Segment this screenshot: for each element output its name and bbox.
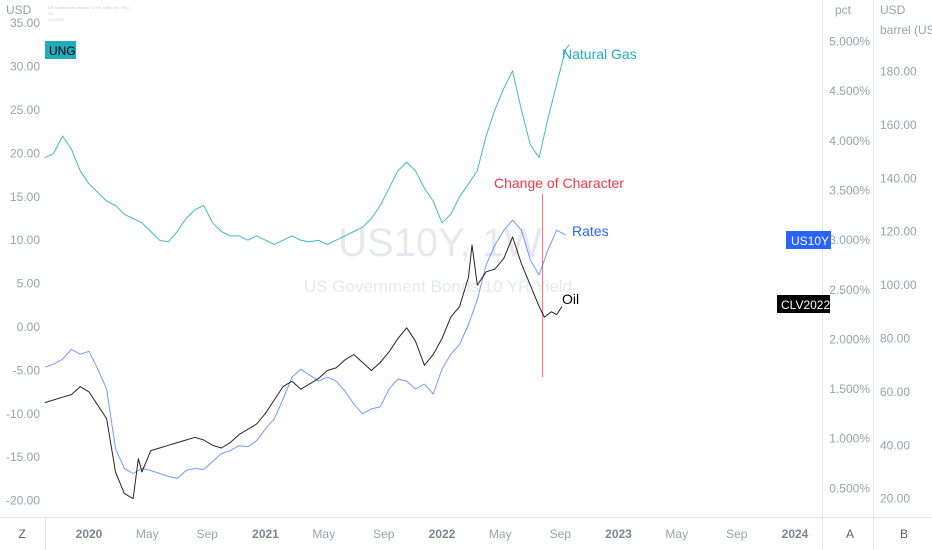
x-axis-tick: May [136, 527, 159, 541]
x-axis-tick: 2020 [76, 527, 103, 541]
legend-line-2: Vol [48, 11, 54, 16]
pct-axis-unit: pct [835, 3, 852, 17]
pct-axis-tick: 3.500% [829, 183, 870, 197]
watermark-name: US Government Bonds 10 YR Yield [304, 277, 572, 296]
oil-series-line [44, 236, 563, 500]
oil-axis-unit-2: barrel (US) [880, 23, 932, 37]
us10y-badge-label: US10Y [791, 234, 829, 248]
axes-group: 35.00 30.00 25.00 20.00 15.00 10.00 5.00 0.00 -5… [6, 16, 917, 541]
left-axis-tick: 0.00 [17, 320, 41, 334]
auto-scale-button[interactable]: A [845, 527, 854, 541]
pct-axis-tick: 3.000% [829, 233, 870, 247]
x-axis-tick: Sep [726, 527, 748, 541]
left-axis-tick: 15.00 [10, 190, 40, 204]
oil-axis-tick: 20.00 [880, 492, 910, 506]
left-axis-tick: -15.00 [6, 450, 40, 464]
left-axis-tick: 5.00 [17, 277, 41, 291]
x-axis-tick: Sep [197, 527, 219, 541]
left-axis-tick: 35.00 [10, 16, 40, 30]
oil-axis-tick: 100.00 [880, 278, 917, 292]
watermark-symbol: US10Y, 1W [338, 221, 542, 265]
oil-axis-tick: 160.00 [880, 118, 917, 132]
clv-badge-label: CLV2022 [781, 298, 830, 312]
left-axis-tick: 10.00 [10, 233, 40, 247]
rates-label: Rates [572, 223, 609, 239]
left-axis-tick: -5.00 [13, 363, 41, 377]
pct-axis-tick: 4.000% [829, 134, 870, 148]
rates-series-line [44, 219, 566, 479]
ung-badge [45, 41, 76, 59]
change-of-character-label: Change of Character [494, 175, 624, 191]
pct-axis-tick: 5.000% [829, 35, 870, 49]
clv-badge [777, 295, 830, 313]
x-axis-tick: Sep [550, 527, 572, 541]
x-axis-tick: May [665, 527, 688, 541]
left-axis-tick: -20.00 [6, 494, 40, 508]
oil-axis-tick: 120.00 [880, 225, 917, 239]
ung-badge-label: UNG [49, 44, 76, 58]
pct-axis-tick: 1.000% [829, 432, 870, 446]
oil-axis-tick: 180.00 [880, 65, 917, 79]
legend-line-1: US Government Bonds 10 YR Yield, 1W, TVC [48, 5, 129, 10]
x-axis-tick: 2023 [605, 527, 632, 541]
pct-axis-tick: 4.500% [829, 84, 870, 98]
left-axis-tick: 25.00 [10, 103, 40, 117]
left-axis-tick: 20.00 [10, 146, 40, 160]
pct-axis-tick: 0.500% [829, 481, 870, 495]
pct-axis-tick: 2.500% [829, 283, 870, 297]
x-axis-tick: May [312, 527, 335, 541]
oil-label: Oil [562, 291, 579, 307]
series-group [44, 44, 570, 500]
x-axis-tick: May [489, 527, 512, 541]
scale-b-button[interactable]: B [899, 527, 908, 541]
oil-axis-tick: 40.00 [880, 438, 910, 452]
pct-axis-tick: 1.500% [829, 382, 870, 396]
us10y-badge [786, 231, 831, 249]
legend-line-3: CLV2022 [48, 17, 65, 22]
left-axis-unit: USD [6, 3, 32, 17]
oil-axis-unit: USD [880, 3, 906, 17]
oil-axis-tick: 140.00 [880, 171, 917, 185]
natural-gas-series-line [44, 44, 570, 245]
pct-axis-tick: 2.000% [829, 332, 870, 346]
x-axis-tick: 2024 [782, 527, 809, 541]
oil-axis-tick: 80.00 [880, 332, 910, 346]
x-axis-tick: 2021 [252, 527, 279, 541]
natural-gas-label: Natural Gas [562, 46, 637, 62]
x-axis-tick: 2022 [429, 527, 456, 541]
x-axis-tick: Sep [373, 527, 395, 541]
scale-z-button[interactable]: Z [18, 527, 26, 541]
left-axis-tick: 30.00 [10, 60, 40, 74]
oil-axis-tick: 60.00 [880, 385, 910, 399]
left-axis-tick: -10.00 [6, 407, 40, 421]
